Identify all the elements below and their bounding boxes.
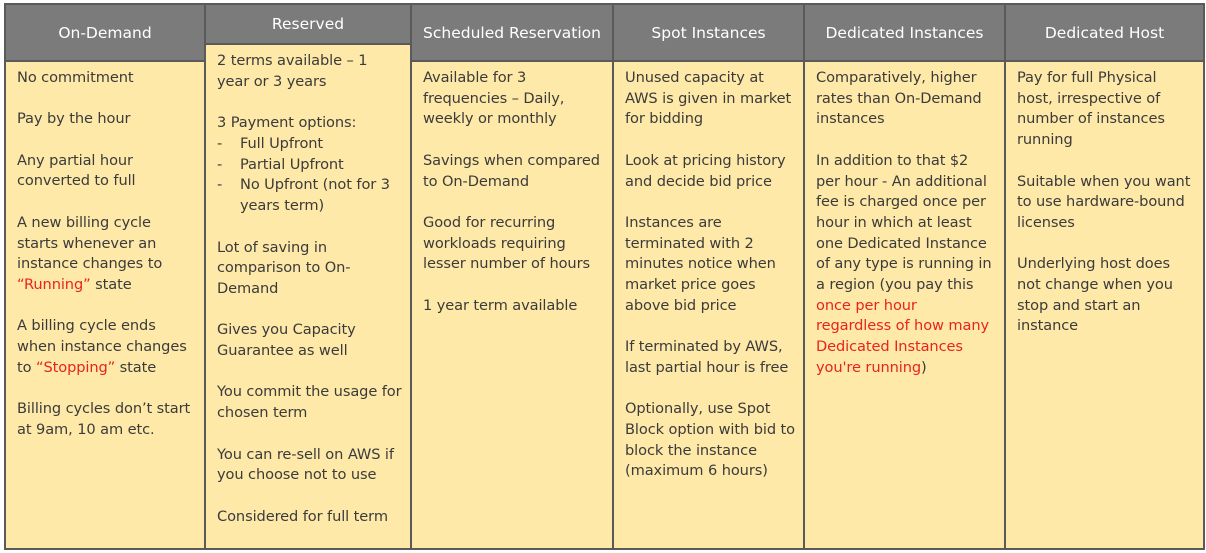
text-segment: Pay for full Physical host, irrespective… [1017,69,1165,149]
feature-text: In addition to that $2 per hour - An add… [816,151,996,379]
text-segment: 1 year term available [423,296,578,314]
feature-text: Instances are terminated with 2 minutes … [625,213,795,317]
column-header: Reserved [206,5,410,46]
feature-text: Suitable when you want to use hardware-b… [1017,172,1195,234]
feature-text: You commit the usage for chosen term [217,382,402,423]
feature-text: Underlying host does not change when you… [1017,254,1195,337]
feature-text: Any partial hour converted to full [17,151,196,192]
feature-text: Good for recurring workloads requiring l… [423,213,604,275]
text-segment: Pay by the hour [17,110,131,128]
feature-text: 1 year term available [423,296,604,317]
column-body: 2 terms available – 1 year or 3 years 3 P… [206,45,410,548]
highlighted-text: “Stopping” [36,358,116,376]
feature-text: 2 terms available – 1 year or 3 years [217,51,402,92]
column-scheduled-reservation: Scheduled Reservation Available for 3 fre… [412,5,614,548]
text-segment: Unused capacity at AWS is given in marke… [625,69,792,128]
highlighted-text: once per hour regardless of how many Ded… [816,296,990,376]
feature-text: A new billing cycle starts whenever an i… [17,213,196,296]
column-body: Pay for full Physical host, irrespective… [1006,62,1203,358]
column-reserved: Reserved 2 terms available – 1 year or 3 … [206,5,412,548]
text-segment: No commitment [17,69,134,86]
text-segment: Optionally, use Spot Block option with b… [625,400,795,480]
feature-text: 3 Payment options: [217,113,402,134]
column-header: On-Demand [6,5,204,62]
text-segment: state [115,358,157,376]
feature-text: Available for 3 frequencies – Daily, wee… [423,68,604,130]
feature-text: If terminated by AWS, last partial hour … [625,337,795,378]
text-segment: ) [921,358,927,376]
column-body: Available for 3 frequencies – Daily, wee… [412,62,612,337]
text-segment: 3 Payment options: [217,114,357,132]
column-header: Scheduled Reservation [412,5,612,62]
highlighted-text: “Running” [17,275,91,293]
column-body: Unused capacity at AWS is given in marke… [614,62,803,503]
feature-text: Pay for full Physical host, irrespective… [1017,68,1195,151]
feature-text: Lot of saving in comparison to On-Demand [217,238,402,300]
text-segment: Good for recurring workloads requiring l… [423,213,590,273]
text-segment: Look at pricing history and decide bid p… [625,151,786,190]
column-header: Dedicated Instances [805,5,1004,62]
payment-options-list: Full UpfrontPartial UpfrontNo Upfront (n… [217,134,402,217]
column-dedicated-instances: Dedicated Instances Comparatively, higher… [805,5,1006,548]
feature-text: Comparatively, higher rates than On-Dema… [816,68,996,130]
feature-text: You can re-sell on AWS if you choose not… [217,445,402,486]
text-segment: A new billing cycle starts whenever an i… [17,213,163,273]
text-segment: Any partial hour converted to full [17,151,136,190]
feature-text: Considered for full term [217,507,402,528]
column-dedicated-host: Dedicated Host Pay for full Physical host… [1006,5,1203,548]
feature-text: A billing cycle ends when instance chang… [17,316,196,378]
feature-text: Billing cycles don’t start at 9am, 10 am… [17,399,196,440]
text-segment: Comparatively, higher rates than On-Dema… [816,69,982,128]
feature-text: Unused capacity at AWS is given in marke… [625,68,795,130]
column-header: Spot Instances [614,5,803,62]
text-segment: Underlying host does not change when you… [1017,255,1173,335]
text-segment: Lot of saving in comparison to On-Demand [217,238,351,297]
text-segment: Suitable when you want to use hardware-b… [1017,172,1191,231]
text-segment: Considered for full term [217,507,388,525]
text-segment: Available for 3 frequencies – Daily, wee… [423,69,565,128]
text-segment: state [90,275,132,293]
text-segment: 2 terms available – 1 year or 3 years [217,52,368,90]
text-segment: You commit the usage for chosen term [217,383,402,422]
text-segment: Savings when compared to On-Demand [423,151,600,190]
text-segment: You can re-sell on AWS if you choose not… [217,445,394,484]
feature-text: Gives you Capacity Guarantee as well [217,320,402,361]
list-item: No Upfront (not for 3 years term) [217,175,402,216]
text-segment: Gives you Capacity Guarantee as well [217,321,356,360]
feature-text: No commitment [17,68,196,89]
text-segment: A billing cycle ends when instance chang… [17,317,187,376]
feature-text: Savings when compared to On-Demand [423,151,604,192]
text-segment: Instances are terminated with 2 minutes … [625,213,776,314]
text-segment: In addition to that $2 per hour - An add… [816,151,992,294]
feature-text: Look at pricing history and decide bid p… [625,151,795,192]
text-segment: Billing cycles don’t start at 9am, 10 am… [17,400,191,438]
text-segment: If terminated by AWS, last partial hour … [625,338,789,376]
list-item: Full Upfront [217,134,402,155]
column-body: No commitment Pay by the hour Any partial … [6,62,204,461]
comparison-table: On-Demand No commitment Pay by the hour Any… [4,3,1205,550]
list-item: Partial Upfront [217,155,402,176]
column-spot-instances: Spot Instances Unused capacity at AWS is … [614,5,805,548]
column-on-demand: On-Demand No commitment Pay by the hour Any… [6,5,206,548]
column-body: Comparatively, higher rates than On-Dema… [805,62,1004,399]
feature-text: Pay by the hour [17,109,196,130]
column-header: Dedicated Host [1006,5,1203,62]
feature-text: Optionally, use Spot Block option with b… [625,399,795,482]
